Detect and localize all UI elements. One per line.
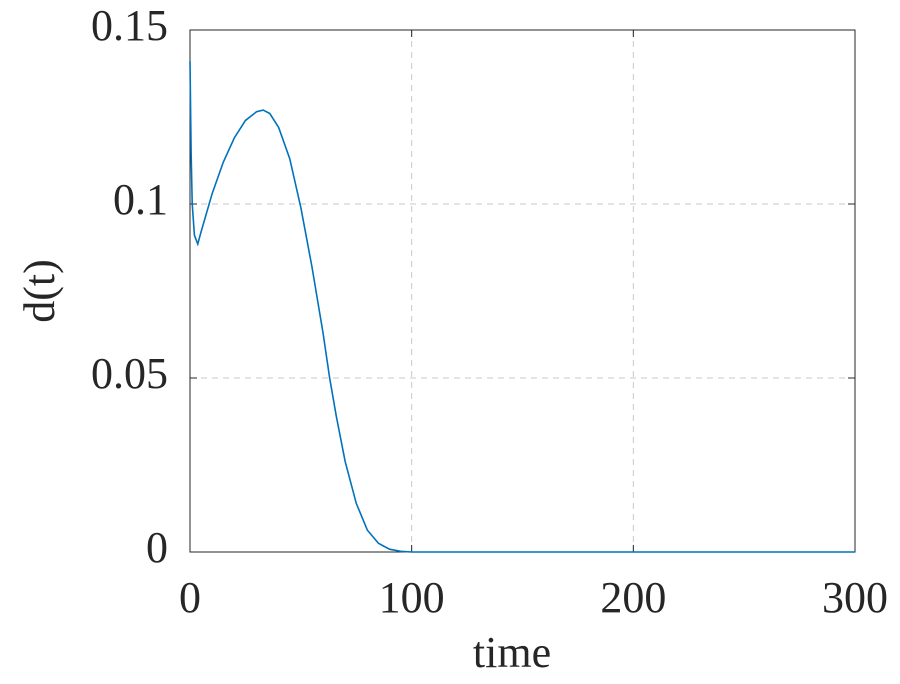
x-tick-label: 200 <box>600 573 666 622</box>
x-axis-label: time <box>473 628 551 677</box>
y-axis-label: d(t) <box>15 259 64 323</box>
y-tick-label: 0.05 <box>91 349 168 398</box>
data-line <box>189 61 855 553</box>
x-tick-label: 100 <box>379 573 445 622</box>
x-tick-label: 0 <box>179 573 201 622</box>
plot-area <box>190 30 855 552</box>
y-tick-label: 0 <box>146 523 168 572</box>
y-tick-label: 0.1 <box>113 175 168 224</box>
y-tick-label: 0.15 <box>91 1 168 50</box>
x-tick-label: 300 <box>822 573 888 622</box>
